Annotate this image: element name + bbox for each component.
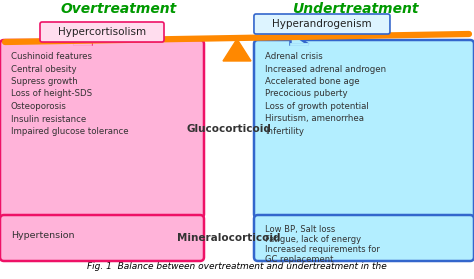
Polygon shape <box>223 39 251 61</box>
Text: Increased adrenal androgen: Increased adrenal androgen <box>265 64 386 73</box>
Text: Hypertension: Hypertension <box>11 230 74 239</box>
Text: Mineralocorticoid: Mineralocorticoid <box>177 233 281 243</box>
Text: Hyperandrogenism: Hyperandrogenism <box>272 19 372 29</box>
Text: Glucocorticoid: Glucocorticoid <box>187 124 272 134</box>
FancyBboxPatch shape <box>0 215 204 261</box>
Text: Cushinoid features: Cushinoid features <box>11 52 92 61</box>
Text: Undertreatment: Undertreatment <box>292 2 419 16</box>
Text: Overtreatment: Overtreatment <box>60 2 177 16</box>
Text: Loss of growth potential: Loss of growth potential <box>265 102 369 111</box>
Text: Fatigue, lack of energy: Fatigue, lack of energy <box>265 235 361 244</box>
Text: Central obesity: Central obesity <box>11 64 77 73</box>
Polygon shape <box>73 32 91 44</box>
Text: Hirsutism, amenorrhea: Hirsutism, amenorrhea <box>265 114 364 124</box>
Text: GC replacement: GC replacement <box>265 255 333 264</box>
Text: Infertility: Infertility <box>265 127 304 136</box>
FancyBboxPatch shape <box>254 215 474 261</box>
Text: Loss of height-SDS: Loss of height-SDS <box>11 90 92 98</box>
Text: Supress growth: Supress growth <box>11 77 78 86</box>
Text: Insulin resistance: Insulin resistance <box>11 114 86 124</box>
FancyBboxPatch shape <box>40 22 164 42</box>
Text: Osteoporosis: Osteoporosis <box>11 102 67 111</box>
Text: Accelerated bone age: Accelerated bone age <box>265 77 360 86</box>
Text: Low BP, Salt loss: Low BP, Salt loss <box>265 225 335 234</box>
Text: Impaired glucose tolerance: Impaired glucose tolerance <box>11 127 128 136</box>
Text: Precocious puberty: Precocious puberty <box>265 90 347 98</box>
Text: Hypercortisolism: Hypercortisolism <box>58 27 146 37</box>
Text: Adrenal crisis: Adrenal crisis <box>265 52 323 61</box>
FancyBboxPatch shape <box>0 40 204 218</box>
FancyBboxPatch shape <box>254 14 390 34</box>
Polygon shape <box>290 32 308 44</box>
Text: Fig. 1  Balance between overtreatment and undertreatment in the: Fig. 1 Balance between overtreatment and… <box>87 262 387 271</box>
Text: Increased requirements for: Increased requirements for <box>265 245 380 254</box>
FancyBboxPatch shape <box>254 40 474 218</box>
